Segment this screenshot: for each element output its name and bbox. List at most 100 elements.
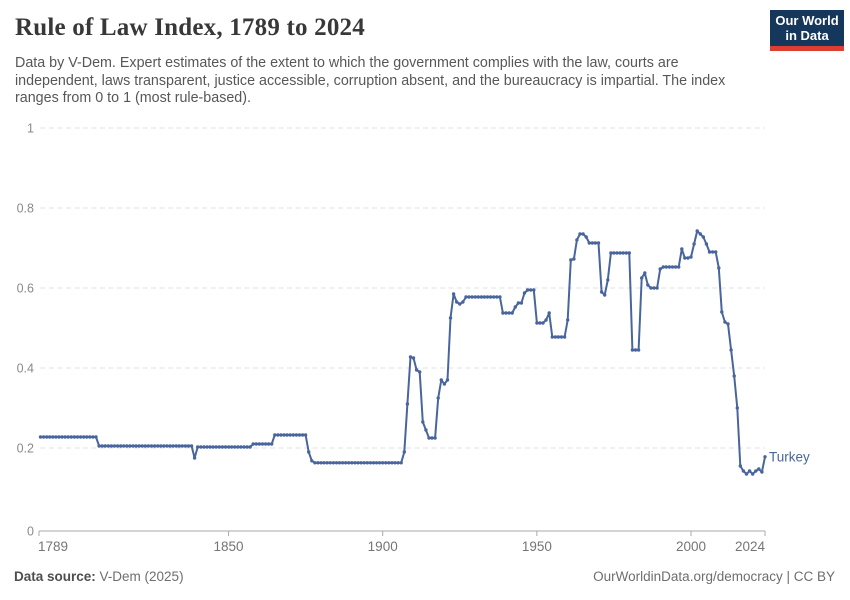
- data-point: [251, 442, 255, 446]
- data-point: [85, 435, 89, 439]
- entity-label-turkey[interactable]: Turkey: [769, 449, 810, 464]
- y-axis-label-0.4: 0.4: [17, 362, 34, 376]
- data-point: [211, 445, 215, 449]
- data-point: [288, 433, 292, 437]
- y-axis-label-0.2: 0.2: [17, 442, 34, 456]
- data-point: [174, 444, 178, 448]
- data-point: [451, 292, 456, 296]
- data-point: [91, 435, 95, 439]
- data-point: [754, 469, 758, 473]
- data-point: [498, 295, 502, 299]
- data-point: [344, 461, 348, 465]
- data-point: [599, 290, 604, 294]
- data-point: [159, 444, 163, 448]
- data-point: [476, 295, 480, 299]
- data-point: [723, 320, 727, 324]
- data-point: [72, 435, 77, 439]
- data-point: [482, 295, 487, 299]
- data-point: [359, 461, 363, 465]
- data-point: [291, 433, 295, 437]
- subtitle-line-3: index ranges from 0 to 1 (most rule-base…: [15, 72, 726, 107]
- data-point: [559, 335, 564, 339]
- data-point: [677, 265, 681, 269]
- data-point: [106, 444, 111, 448]
- data-point: [54, 435, 58, 439]
- data-point: [479, 295, 484, 299]
- data-point: [692, 242, 696, 246]
- data-point: [328, 461, 332, 465]
- data-point: [649, 286, 653, 290]
- data-point: [569, 258, 573, 262]
- data-point: [661, 265, 665, 269]
- data-point: [735, 406, 739, 410]
- data-point: [510, 311, 514, 315]
- data-point: [738, 464, 742, 468]
- data-point: [165, 444, 169, 448]
- data-point: [652, 286, 656, 290]
- data-point: [245, 445, 249, 449]
- data-point: [621, 251, 625, 255]
- data-point: [414, 368, 419, 372]
- data-point: [566, 318, 570, 322]
- data-point: [171, 444, 175, 448]
- data-point: [609, 251, 613, 255]
- data-point: [488, 295, 493, 299]
- data-point: [115, 444, 120, 448]
- data-point: [362, 461, 366, 465]
- data-point: [226, 445, 231, 449]
- data-point: [94, 435, 98, 439]
- y-axis-label-0: 0: [27, 525, 34, 539]
- data-point: [603, 293, 607, 297]
- data-point: [325, 461, 329, 465]
- data-point: [196, 445, 200, 449]
- data-point: [38, 435, 43, 439]
- data-point: [322, 461, 326, 465]
- data-point: [396, 461, 400, 465]
- subtitle-line-2: independent, laws transparent, justice a…: [15, 72, 688, 89]
- data-point: [633, 348, 638, 352]
- data-point: [229, 445, 234, 449]
- data-point: [612, 251, 616, 255]
- data-point: [350, 461, 354, 465]
- data-point: [242, 445, 246, 449]
- data-point: [433, 436, 437, 440]
- data-point: [627, 251, 631, 255]
- y-axis-label-1: 1: [27, 122, 34, 136]
- credit-link[interactable]: OurWorldinData.org/democracy | CC BY: [593, 569, 835, 584]
- data-point: [741, 469, 746, 473]
- data-point: [541, 321, 545, 325]
- data-point: [695, 229, 699, 233]
- data-point: [347, 461, 351, 465]
- data-point: [670, 265, 675, 269]
- data-point: [624, 251, 628, 255]
- data-source-label: Data source:: [14, 569, 96, 584]
- data-point: [643, 271, 647, 275]
- series-line-turkey[interactable]: [39, 230, 766, 475]
- data-point: [664, 265, 668, 269]
- data-point: [442, 382, 447, 386]
- data-point: [640, 276, 644, 280]
- data-point: [270, 442, 274, 446]
- page-title: Rule of Law Index, 1789 to 2024: [15, 14, 365, 41]
- data-point: [732, 374, 736, 378]
- data-point: [254, 442, 258, 446]
- data-point: [282, 433, 286, 437]
- data-point: [134, 444, 138, 448]
- owid-logo[interactable]: Our World in Data: [770, 10, 844, 51]
- data-point: [760, 470, 764, 474]
- data-source-value: V-Dem (2025): [95, 569, 184, 584]
- data-point: [402, 450, 406, 454]
- data-point: [331, 461, 336, 465]
- data-point: [217, 445, 221, 449]
- data-point: [300, 433, 305, 437]
- data-point: [263, 442, 268, 446]
- data-point: [334, 461, 339, 465]
- data-point: [371, 461, 376, 465]
- data-point: [152, 444, 157, 448]
- data-point: [538, 321, 542, 325]
- data-point: [186, 444, 191, 448]
- data-point: [763, 455, 767, 459]
- data-point: [316, 461, 320, 465]
- data-point: [393, 461, 397, 465]
